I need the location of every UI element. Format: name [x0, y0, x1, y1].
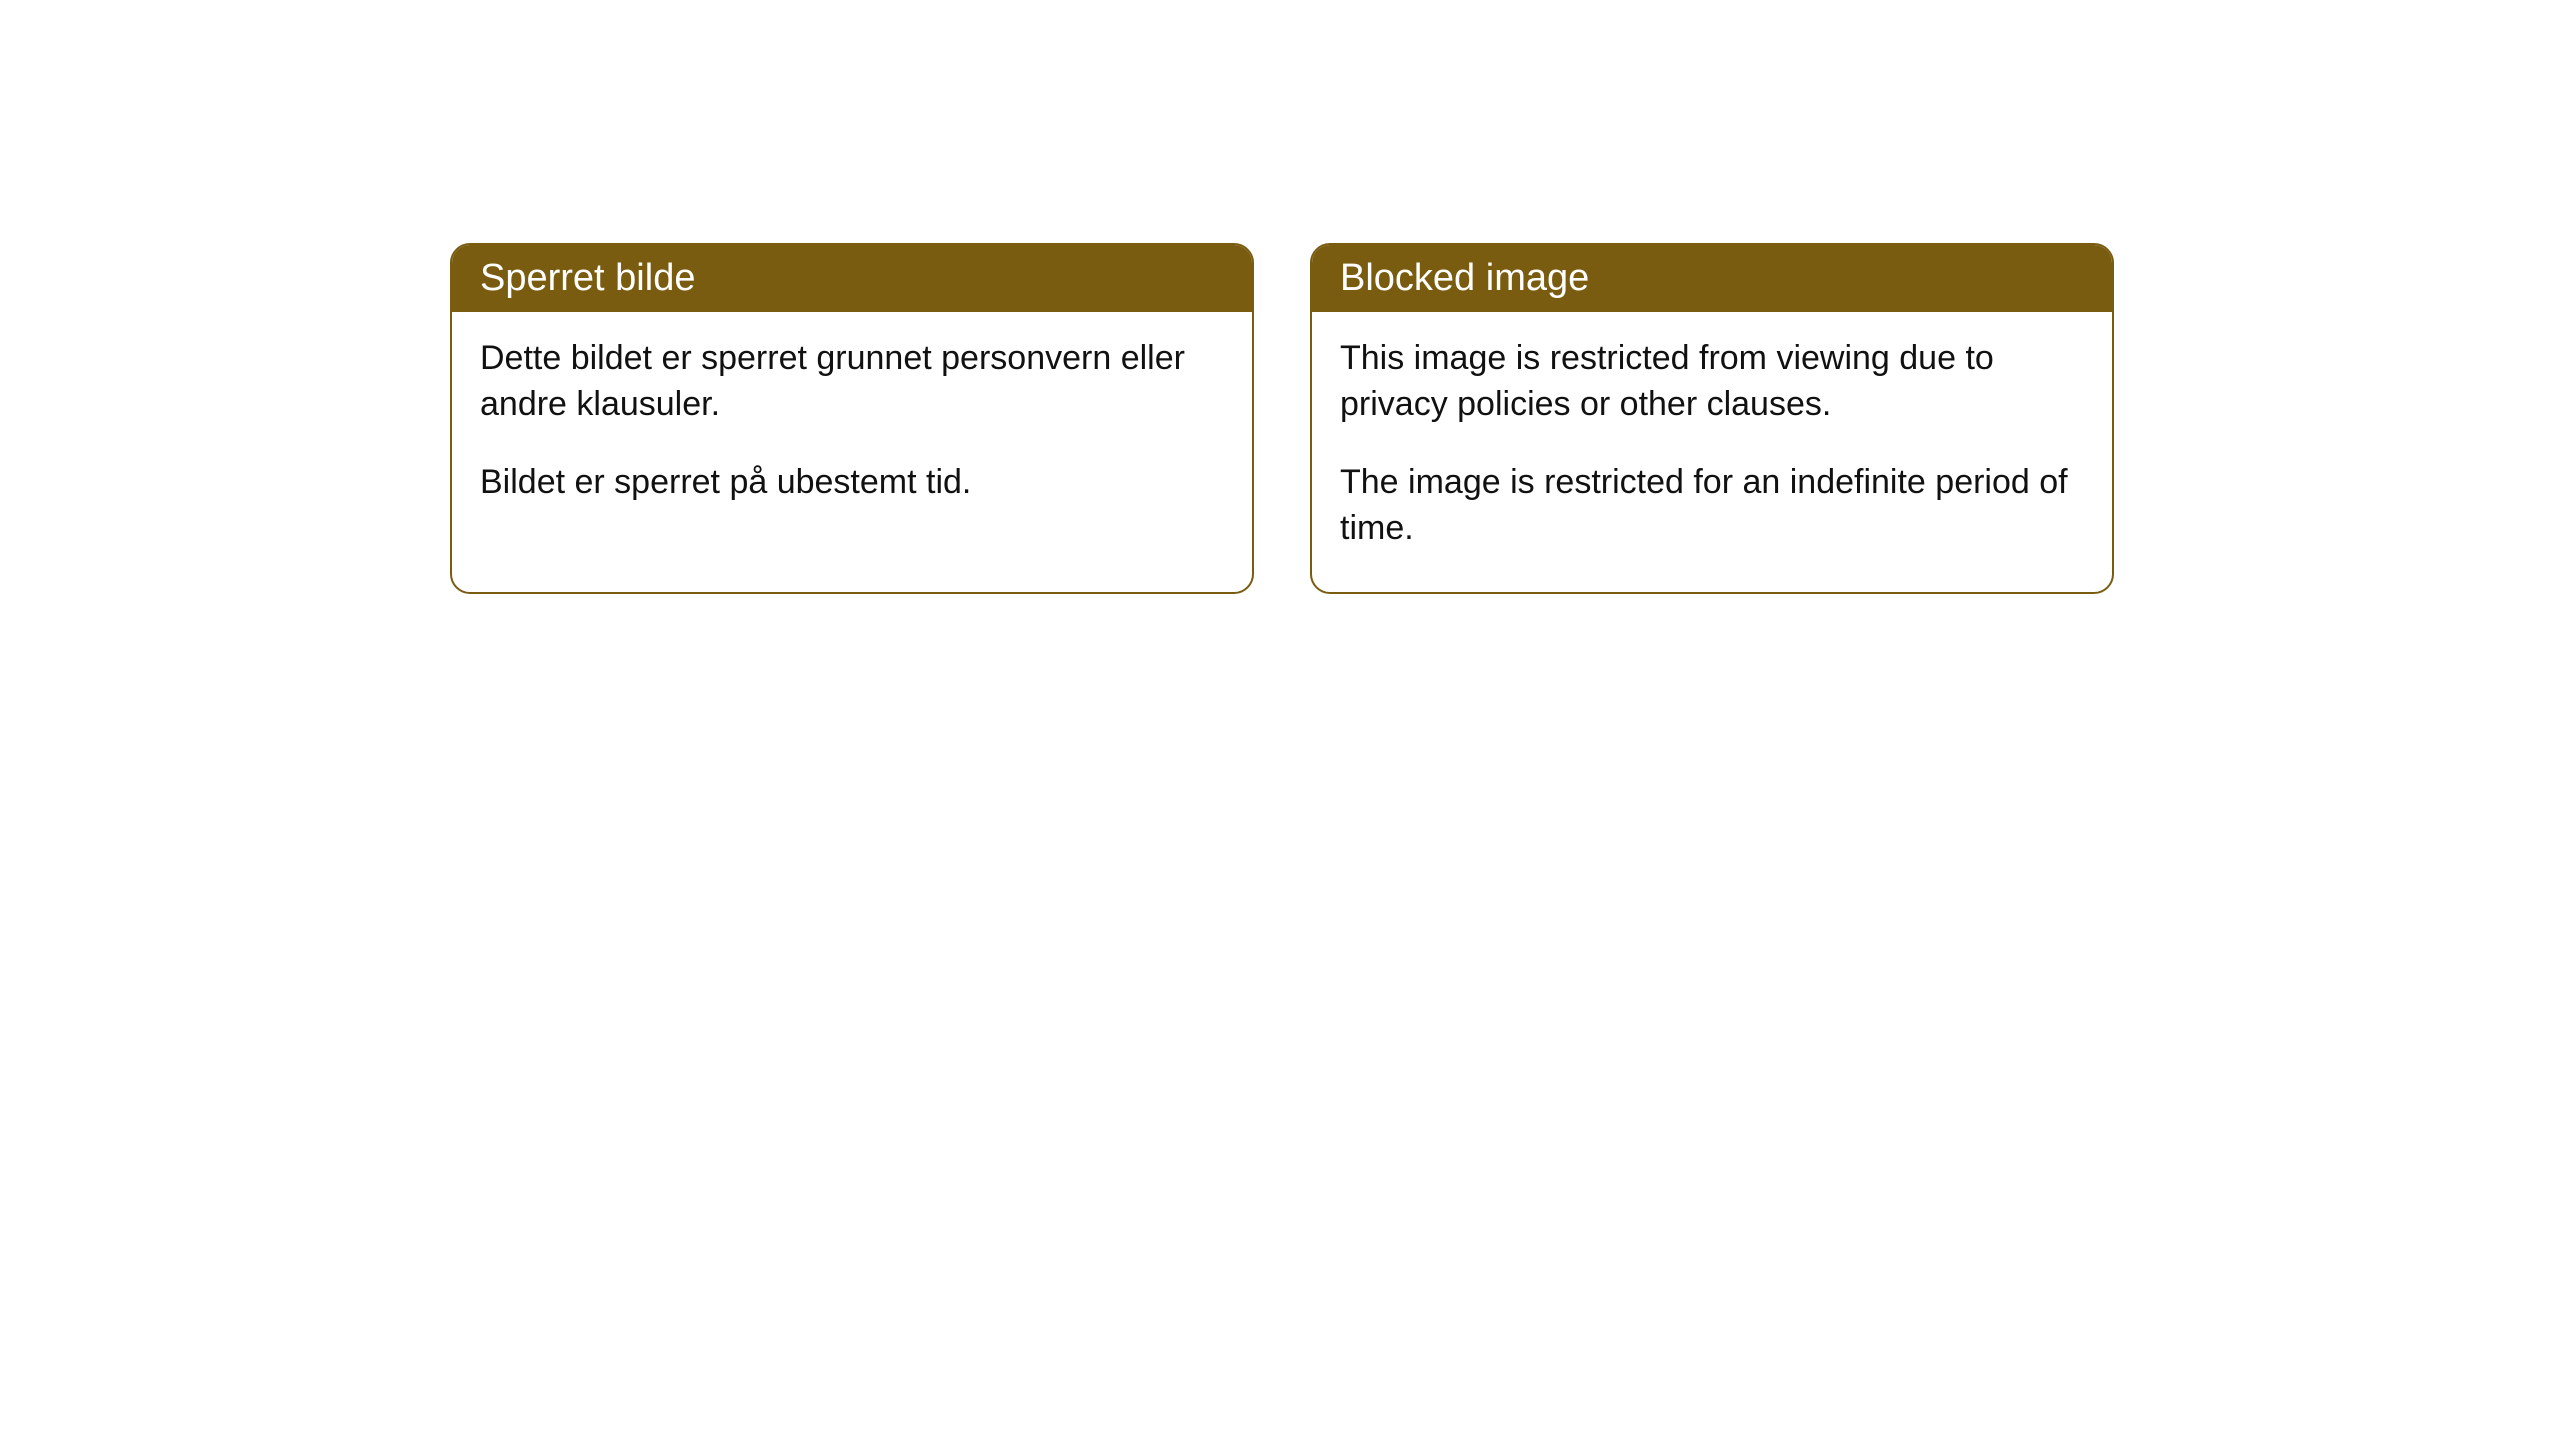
card-paragraph-1-en: This image is restricted from viewing du… [1340, 336, 2084, 428]
card-header-en: Blocked image [1312, 245, 2112, 312]
blocked-image-card-no: Sperret bilde Dette bildet er sperret gr… [450, 243, 1254, 594]
blocked-image-card-en: Blocked image This image is restricted f… [1310, 243, 2114, 594]
card-paragraph-2-no: Bildet er sperret på ubestemt tid. [480, 460, 1224, 506]
card-header-no: Sperret bilde [452, 245, 1252, 312]
notice-cards-container: Sperret bilde Dette bildet er sperret gr… [450, 243, 2114, 594]
card-paragraph-2-en: The image is restricted for an indefinit… [1340, 460, 2084, 552]
card-title-no: Sperret bilde [480, 257, 695, 299]
card-body-en: This image is restricted from viewing du… [1312, 312, 2112, 592]
card-title-en: Blocked image [1340, 257, 1589, 299]
card-body-no: Dette bildet er sperret grunnet personve… [452, 312, 1252, 546]
card-paragraph-1-no: Dette bildet er sperret grunnet personve… [480, 336, 1224, 428]
